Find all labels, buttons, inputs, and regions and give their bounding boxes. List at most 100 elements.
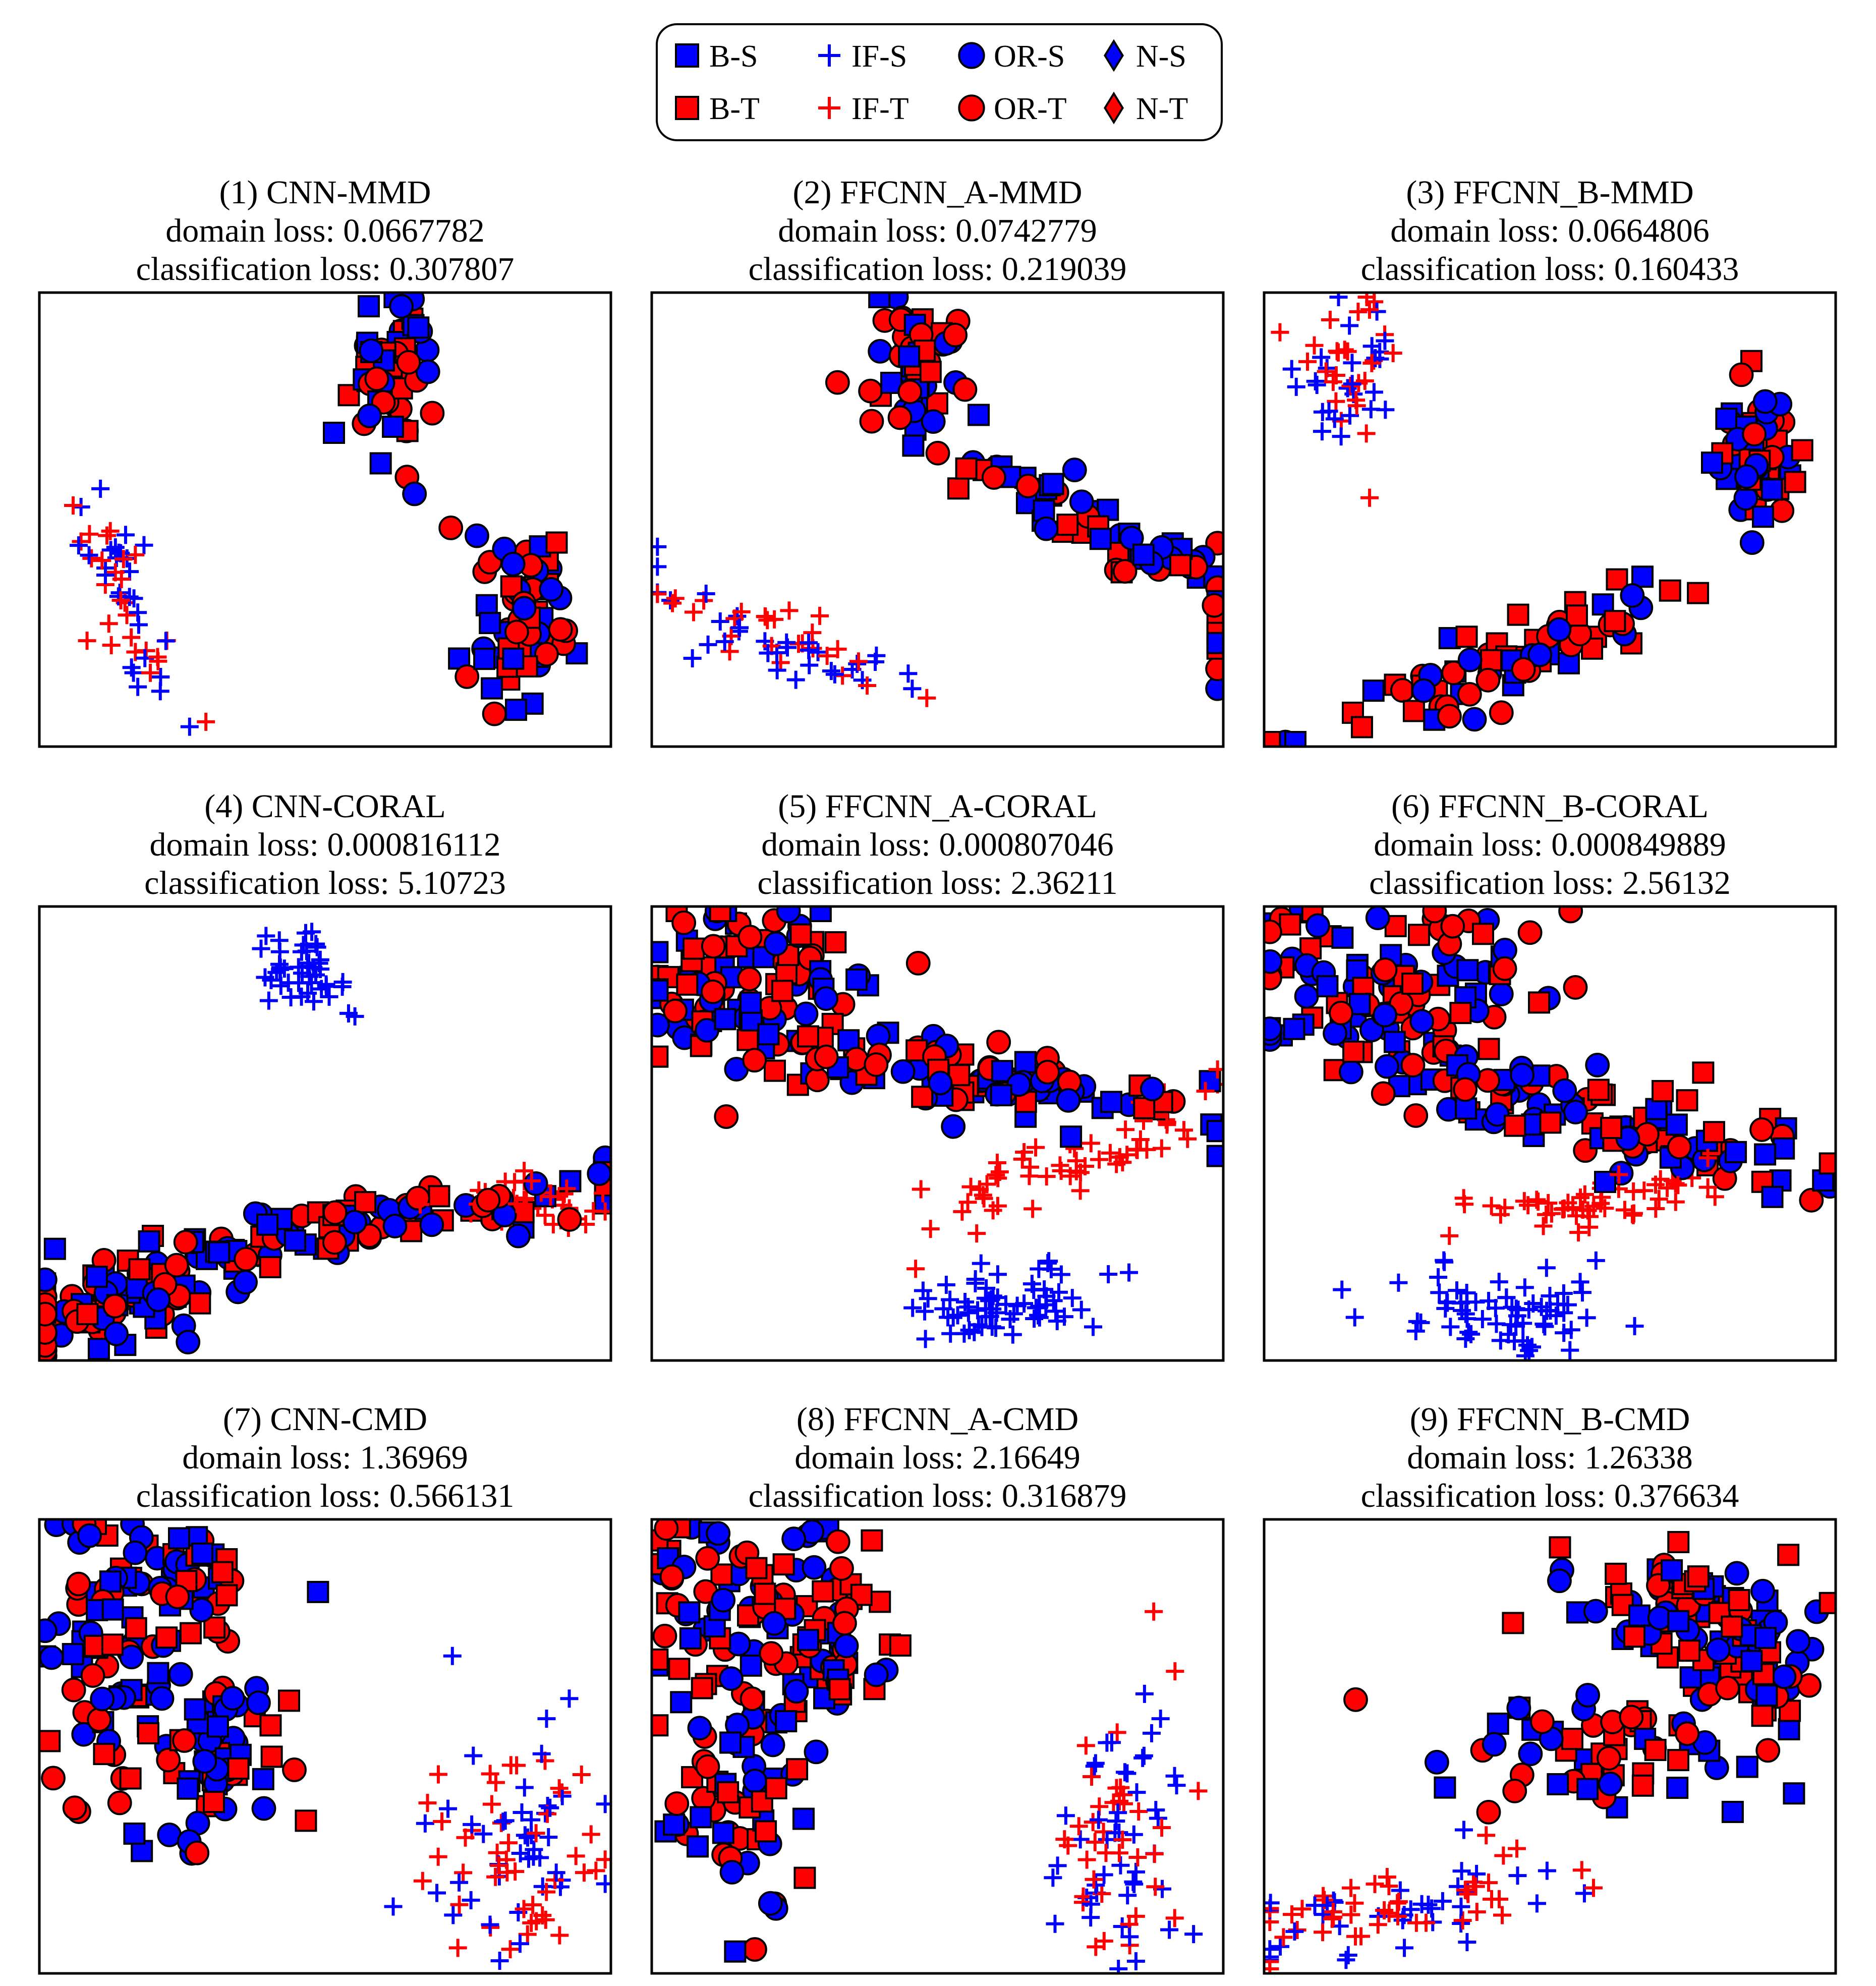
point-or-s <box>793 1001 819 1027</box>
point-or-t <box>1749 1117 1774 1142</box>
point-b-t <box>1402 700 1425 722</box>
point-or-s <box>146 1287 171 1313</box>
point-or-s <box>419 1212 444 1237</box>
point-if-t <box>1494 1846 1513 1865</box>
point-if-t <box>1069 1817 1088 1836</box>
point-if-t <box>106 563 125 582</box>
legend-marker-b-t <box>675 96 699 120</box>
point-b-t <box>1279 913 1301 936</box>
point-or-s <box>1734 464 1759 489</box>
point-or-t <box>664 1791 690 1816</box>
point-b-t <box>125 1617 147 1639</box>
point-b-t <box>189 1292 211 1315</box>
point-if-t <box>1584 1879 1603 1897</box>
point-or-t <box>759 1641 784 1666</box>
point-or-s <box>758 1891 783 1916</box>
point-or-t <box>1489 700 1514 725</box>
point-b-s <box>1740 1650 1763 1672</box>
point-or-t <box>1400 1053 1426 1078</box>
point-or-t <box>825 370 850 395</box>
point-or-s <box>1506 1695 1531 1721</box>
point-if-s <box>919 1289 937 1308</box>
point-if-s <box>1098 1733 1116 1752</box>
point-if-s <box>1487 1315 1506 1333</box>
point-b-t <box>1605 1562 1627 1585</box>
point-if-s <box>1329 293 1348 306</box>
point-if-t <box>587 1861 605 1880</box>
point-or-s <box>149 1686 175 1711</box>
point-b-t <box>1342 1040 1365 1063</box>
point-if-s <box>1109 1803 1127 1822</box>
point-if-t <box>1349 302 1368 321</box>
point-if-t <box>1378 1868 1396 1887</box>
point-if-t <box>596 1202 611 1221</box>
point-if-s <box>257 927 275 945</box>
point-if-s <box>1046 1302 1065 1321</box>
point-b-s <box>687 1835 709 1858</box>
point-if-s <box>444 1906 463 1924</box>
point-if-s <box>1419 1895 1438 1914</box>
point-if-s <box>1435 1251 1453 1270</box>
point-b-s <box>1100 1091 1123 1113</box>
point-if-s <box>151 682 169 701</box>
point-if-t <box>486 1773 505 1792</box>
point-if-s <box>809 643 827 661</box>
point-b-s <box>43 1237 66 1260</box>
point-b-s <box>473 648 496 670</box>
point-b-t <box>259 1714 282 1737</box>
point-or-t <box>1422 906 1447 924</box>
legend-label: OR-S <box>994 39 1065 74</box>
point-b-t <box>717 1781 740 1804</box>
point-or-t <box>663 998 688 1024</box>
point-if-t <box>596 1850 611 1869</box>
point-if-s <box>156 632 175 650</box>
point-if-t <box>1152 1139 1171 1158</box>
point-if-s <box>948 1306 967 1325</box>
point-if-t <box>501 1756 520 1775</box>
point-if-s <box>1052 1265 1070 1284</box>
point-if-t <box>1596 1199 1614 1218</box>
point-or-t <box>504 619 529 645</box>
point-b-t <box>1751 1705 1774 1727</box>
point-if-t <box>1453 1911 1472 1930</box>
point-b-t <box>652 1648 669 1671</box>
point-b-t <box>869 1591 891 1613</box>
point-b-t <box>1169 554 1191 577</box>
point-b-s <box>837 1029 860 1052</box>
point-b-t <box>709 906 731 922</box>
point-b-s <box>1783 1782 1805 1805</box>
point-or-t <box>1457 682 1482 707</box>
point-if-s <box>1537 1259 1556 1277</box>
point-b-s <box>481 677 503 700</box>
point-if-s <box>116 526 135 544</box>
point-if-s <box>135 536 153 554</box>
point-if-t <box>536 1206 554 1225</box>
point-if-s <box>996 1295 1015 1314</box>
point-if-s <box>281 988 300 1007</box>
point-if-s <box>1343 354 1361 372</box>
point-if-s <box>1538 1861 1556 1880</box>
point-or-s <box>104 1321 129 1346</box>
point-or-s <box>921 409 946 434</box>
point-if-t <box>1131 1130 1150 1149</box>
point-if-t <box>594 1184 611 1203</box>
point-if-t <box>486 1867 505 1886</box>
point-b-s <box>99 1570 122 1593</box>
point-b-s <box>502 647 525 670</box>
point-b-s <box>138 1230 160 1253</box>
point-or-t <box>1530 1709 1555 1734</box>
point-or-s <box>743 1769 768 1793</box>
legend-label: N-T <box>1136 92 1188 126</box>
point-b-t <box>1777 1544 1800 1566</box>
point-b-t <box>155 1626 178 1649</box>
point-or-s <box>781 1526 807 1552</box>
point-if-s <box>1340 316 1359 335</box>
subplot-classification-loss: classification loss: 0.376634 <box>1361 1478 1739 1514</box>
point-if-t <box>1508 1839 1526 1858</box>
point-if-s <box>271 958 290 977</box>
point-if-t <box>122 628 141 647</box>
point-or-t <box>737 925 763 950</box>
point-if-s <box>1452 1862 1471 1881</box>
point-if-s <box>1337 1951 1355 1969</box>
